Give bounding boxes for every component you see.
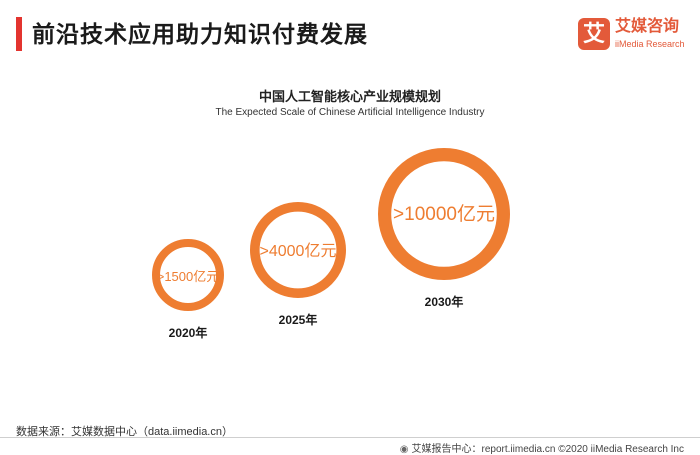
logo-subtitle: iiMedia Research xyxy=(615,39,685,49)
bubble-2 xyxy=(378,148,511,281)
year-label: 2030年 xyxy=(425,294,464,309)
bubble-0 xyxy=(152,239,224,311)
title-accent-bar xyxy=(16,17,22,51)
bubble-1 xyxy=(249,201,347,299)
data-source: 数据来源：艾媒数据中心（data.iimedia.cn） xyxy=(16,426,233,438)
chart-subtitle: The Expected Scale of Chinese Artificial… xyxy=(215,107,485,118)
year-label: 2020年 xyxy=(169,325,208,340)
bubble-value-label: >10000亿元 xyxy=(393,203,495,225)
globe-icon: ◉ xyxy=(399,444,409,455)
footer-text: 艾媒报告中心：report.iimedia.cn ©2020 iiMedia R… xyxy=(411,444,684,455)
bubble-value-label: >4000亿元 xyxy=(260,242,337,260)
iimedia-logo: 艾 艾媒咨询 iiMedia Research xyxy=(578,18,690,52)
footer: ◉ 艾媒报告中心：report.iimedia.cn ©2020 iiMedia … xyxy=(400,440,684,455)
page-title: 前沿技术应用助力知识付费发展 xyxy=(32,21,368,47)
year-label: 2025年 xyxy=(279,312,318,327)
footer-divider xyxy=(0,437,700,438)
logo-name: 艾媒咨询 xyxy=(615,18,680,35)
chart-title: 中国人工智能核心产业规模规划 xyxy=(258,89,441,104)
bubble-value-label: >1500亿元 xyxy=(157,269,220,284)
logo-mark-icon: 艾 xyxy=(578,18,610,50)
